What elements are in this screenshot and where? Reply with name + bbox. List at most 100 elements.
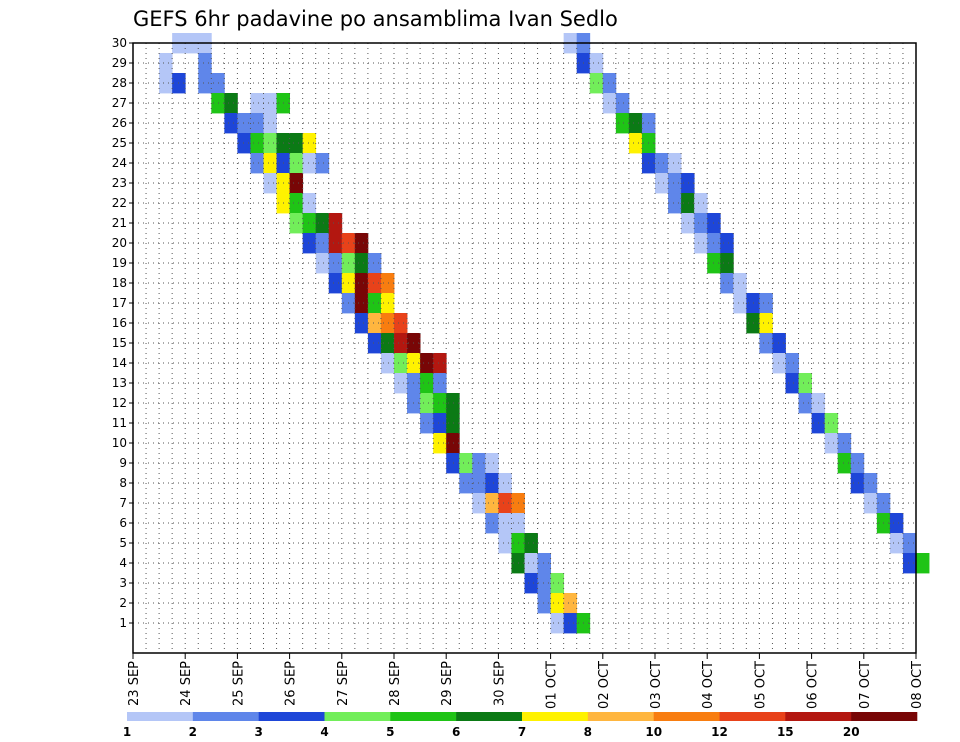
heatmap-cell	[433, 413, 447, 434]
heatmap-cell	[798, 373, 812, 394]
heatmap-cell	[615, 113, 630, 134]
heatmap-cell	[446, 433, 460, 454]
heatmap-cell	[837, 433, 852, 454]
heatmap-cell	[902, 533, 917, 554]
heatmap-cell	[263, 113, 277, 134]
heatmap-cell	[798, 393, 812, 414]
heatmap-cell	[733, 273, 747, 294]
heatmap-cell	[380, 333, 395, 354]
y-tick-label: 7	[119, 496, 127, 510]
heatmap-cell	[785, 353, 799, 374]
colorbar-label: 15	[777, 725, 794, 739]
x-axis: 23 SEP 24 SEP 25 SEP 26 SEP 27 SEP 28 SEP 29 S…	[127, 653, 925, 709]
heatmap-cell	[315, 253, 330, 274]
y-tick-label: 4	[119, 556, 127, 570]
heatmap-cell	[420, 393, 434, 414]
heatmap-cell	[354, 313, 369, 334]
colorbar-swatch	[456, 712, 523, 721]
heatmap-cell	[289, 213, 304, 234]
colorbar-swatch	[192, 712, 259, 721]
colorbar-label: 7	[518, 725, 526, 739]
y-tick-label: 9	[119, 456, 127, 470]
heatmap-cell	[380, 353, 395, 374]
heatmap-cell	[563, 593, 578, 614]
heatmap-cell	[681, 213, 695, 234]
heatmap-cell	[550, 613, 565, 634]
x-tick-label: 05 OCT	[753, 661, 768, 709]
y-tick-label: 6	[119, 516, 127, 530]
heatmap-cell	[850, 473, 865, 494]
heatmap-cell	[824, 433, 839, 454]
y-tick-label: 2	[119, 596, 127, 610]
y-tick-label: 1	[119, 616, 127, 630]
heatmap-cell	[498, 473, 512, 494]
heatmap-cell	[250, 133, 264, 154]
heatmap-cell	[302, 193, 317, 214]
heatmap-cell	[354, 273, 369, 294]
heatmap-cell	[537, 553, 551, 574]
heatmap-cell	[589, 73, 604, 94]
heatmap-cell	[485, 513, 499, 534]
heatmap-cell	[433, 393, 447, 414]
heatmap-cell	[772, 333, 786, 354]
heatmap-cell	[289, 133, 304, 154]
heatmap-cell	[524, 573, 538, 594]
heatmap-cell	[250, 113, 264, 134]
x-tick-label: 26 SEP	[284, 661, 299, 706]
x-tick-label: 28 SEP	[388, 661, 403, 706]
colorbar: 1 2 3 4 5 6 7 8 10 12 15 20	[123, 712, 918, 739]
heatmap-cell	[328, 213, 343, 234]
heatmap-cell	[367, 273, 382, 294]
heatmap-cell	[537, 593, 551, 614]
heatmap-cell	[498, 533, 512, 554]
heatmap-cell	[628, 113, 643, 134]
heatmap-cell	[380, 313, 395, 334]
x-tick-label: 04 OCT	[701, 661, 716, 709]
y-tick-label: 23	[112, 176, 127, 190]
heatmap-cell	[250, 153, 264, 174]
heatmap-cell	[694, 233, 708, 254]
y-tick-label: 15	[112, 336, 127, 350]
heatmap-cell	[681, 193, 695, 214]
colorbar-label: 3	[255, 725, 263, 739]
heatmap-cell	[224, 113, 238, 134]
y-tick-label: 12	[112, 396, 127, 410]
heatmap-cell	[302, 153, 317, 174]
heatmap-cell	[250, 93, 264, 114]
y-axis: 1234567891011121314151617181920212223242…	[112, 36, 133, 630]
heatmap-cells	[159, 33, 930, 634]
x-tick-label: 01 OCT	[545, 661, 560, 709]
heatmap-cell	[694, 213, 708, 234]
heatmap-cell	[785, 373, 799, 394]
heatmap-cell	[198, 73, 212, 94]
heatmap-cell	[263, 153, 277, 174]
heatmap-cell	[863, 473, 878, 494]
heatmap-cell	[485, 493, 499, 514]
heatmap-cell	[380, 273, 395, 294]
heatmap-cell	[459, 453, 473, 474]
x-tick-label: 07 OCT	[858, 661, 873, 709]
heatmap-cell	[198, 53, 212, 74]
heatmap-cell	[289, 173, 304, 194]
y-tick-label: 17	[112, 296, 127, 310]
heatmap-cell	[759, 313, 773, 334]
heatmap-cell	[681, 173, 695, 194]
x-tick-label: 25 SEP	[231, 661, 246, 706]
heatmap-cell	[159, 73, 173, 94]
y-tick-label: 10	[112, 436, 127, 450]
y-tick-label: 11	[112, 416, 127, 430]
colorbar-label: 12	[711, 725, 728, 739]
heatmap-cell	[668, 173, 682, 194]
heatmap-cell	[668, 193, 682, 214]
heatmap-cell	[733, 293, 747, 314]
y-tick-label: 30	[112, 36, 127, 50]
heatmap-cell	[563, 613, 578, 634]
colorbar-label: 5	[386, 725, 394, 739]
heatmap-cell	[354, 233, 369, 254]
x-tick-label: 23 SEP	[127, 661, 142, 706]
heatmap-cell	[289, 153, 304, 174]
colorbar-label: 20	[843, 725, 860, 739]
colorbar-swatch	[127, 712, 194, 721]
x-tick-label: 24 SEP	[179, 661, 194, 706]
